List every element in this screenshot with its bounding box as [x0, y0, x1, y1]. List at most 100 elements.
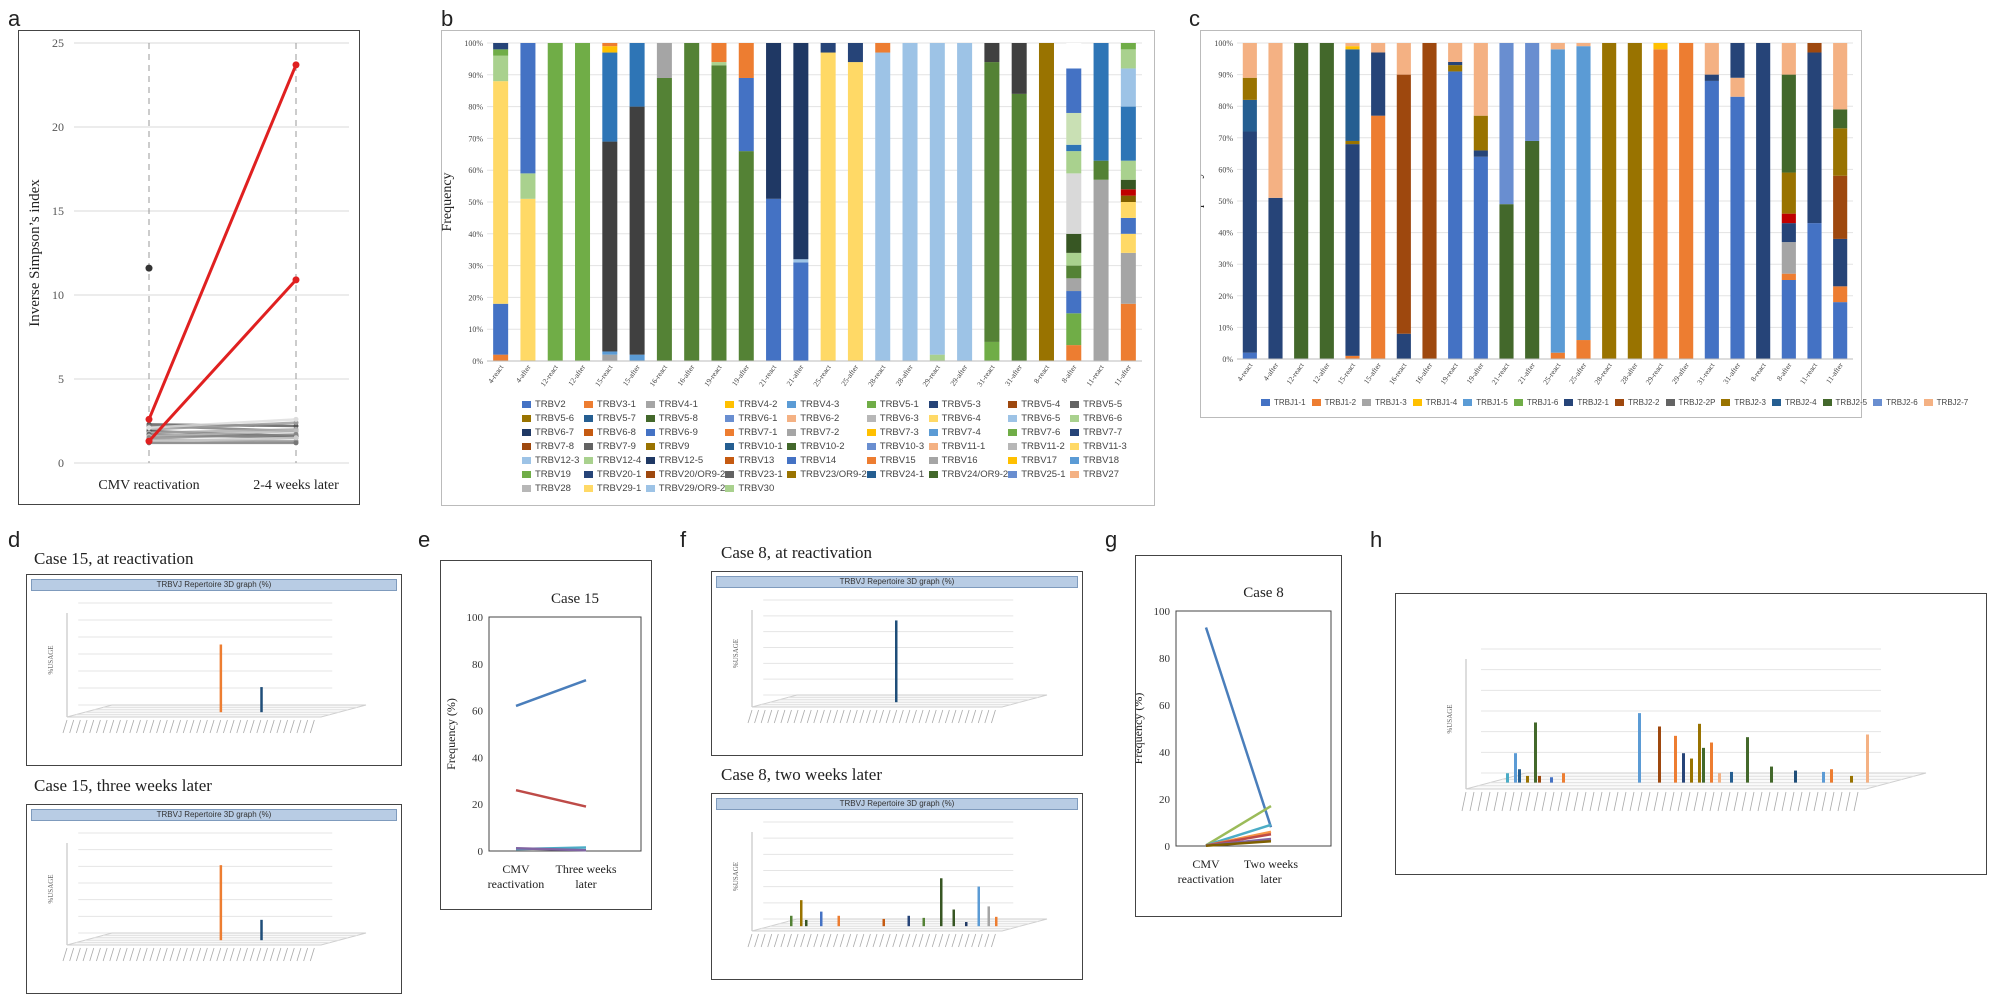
svg-g-ytick-label: 80 — [1159, 653, 1171, 665]
legend-label: TRBV2 — [535, 398, 566, 410]
svg-b-bar-segment — [766, 43, 782, 199]
a-series-line — [147, 64, 298, 420]
rep3d-xtick — [283, 719, 288, 734]
svg-b-bar-segment — [984, 43, 1000, 63]
svg-c-bar-segment — [1781, 280, 1796, 359]
rep3d-spike — [1822, 771, 1825, 783]
svg-b-bar-segment — [1066, 173, 1082, 234]
svg-c-bar-segment — [1653, 43, 1668, 50]
panel-b-frame: 0% 10% 20% 30% 40% 50% 60% 70% 80% 90% 100% Frequen… — [440, 30, 1155, 506]
svg-e-xtick-label: CMV reactivation — [488, 862, 545, 891]
svg-b-bar-segment — [575, 43, 591, 361]
rep3d-xtick — [229, 719, 235, 734]
rep3d-xtick — [819, 709, 825, 724]
rep3d-xtick — [1821, 791, 1827, 812]
rep3d-xtick — [243, 719, 248, 734]
rep3d-zlabel: %USAGE — [47, 645, 55, 674]
rep3d-spike — [1638, 713, 1641, 783]
rep3d-xtick — [800, 933, 806, 948]
svg-b-bar-segment — [902, 43, 918, 361]
svg-b-xtick-label: 19-react — [702, 362, 724, 388]
legend-swatch — [725, 414, 735, 422]
svg-g-xtick-label: Two weeks later — [1244, 857, 1298, 886]
legend-label: TRBV19 — [535, 468, 571, 480]
panel-d-top-frame: TRBVJ Repertoire 3D graph (%) %USAGE — [26, 574, 402, 766]
legend-label: TRBV24-1 — [879, 468, 925, 480]
svg-c-ylabel: Frequency — [1201, 171, 1205, 230]
svg-g-series-line — [1204, 627, 1273, 828]
rep3d-spike — [800, 900, 803, 927]
rep3d-xtick — [75, 719, 81, 734]
a-series-point — [293, 435, 299, 441]
legend-swatch — [583, 400, 593, 408]
legend-swatch — [1008, 442, 1018, 450]
legend-label: TRBV3-1 — [596, 398, 636, 410]
panel-f-title-top: Case 8, at reactivation — [721, 543, 873, 562]
svg-c-bar-segment — [1448, 43, 1463, 62]
rep3d-spike — [1830, 769, 1833, 783]
rep3d-xtick — [991, 709, 996, 724]
rep3d-spike — [882, 918, 885, 927]
legend-item: TRBV4-3 — [787, 397, 867, 411]
panel-c-frame: 0% 10% 20% 30% 40% 50% 60% 70% 80% 90% 100% Frequen… — [1190, 30, 1968, 418]
legend-label: TRBV30 — [738, 482, 775, 494]
a-series-point — [146, 425, 152, 431]
svg-c-bar-segment — [1345, 140, 1360, 145]
svg-c-bar-segment — [1833, 128, 1848, 176]
svg-b-bar-segment — [875, 52, 891, 361]
svg-b-bar-segment — [929, 43, 945, 355]
rep3d-spike — [1710, 742, 1713, 783]
svg-c-bar-segment — [1781, 43, 1796, 75]
legend-label: TRBV29/OR9-2 — [658, 482, 726, 494]
legend-swatch — [1822, 398, 1832, 406]
a-series-line — [148, 421, 297, 431]
rep3d-xtick — [951, 933, 957, 948]
legend-item: TRBV3-1 — [583, 397, 646, 411]
svg-g-plot-box — [1175, 610, 1332, 847]
rep3d-xtick — [1805, 791, 1811, 812]
svg-b-bar-segment — [1011, 93, 1027, 361]
svg-b-bar-segment — [793, 43, 809, 260]
rep3d-zlabel: %USAGE — [732, 639, 740, 668]
legend-item: TRBV6-5 — [1008, 411, 1070, 425]
rep3d-xtick — [1461, 791, 1467, 812]
svg-e-xtick-label: Three weeks later — [556, 862, 617, 891]
rep3d-spike — [820, 911, 823, 927]
panel-g-frame: Case 8 0 20 40 60 80 100 Frequency (%) CMV reacti… — [1131, 555, 1342, 917]
a-ytick-label: 25 — [52, 36, 64, 50]
rep3d-xtick — [156, 719, 161, 734]
rep3d-xtick — [1741, 791, 1747, 812]
legend-swatch — [1923, 398, 1933, 406]
svg-g-series-line — [1205, 823, 1272, 847]
legend-label: TRBV7-6 — [1021, 426, 1061, 438]
legend-label: TRBV11-1 — [941, 440, 986, 452]
svg-c-bar-segment — [1781, 242, 1796, 274]
svg-e-series-line — [515, 679, 587, 708]
svg-b-bar-segment — [1093, 43, 1109, 161]
rep3d-xtick — [813, 709, 819, 724]
svg-b-bar-segment — [656, 77, 672, 362]
svg-e-series-line — [515, 846, 587, 852]
rep3d-xtick — [984, 933, 990, 948]
panel-letter-a: a — [8, 6, 21, 31]
rep3d-xtick — [102, 947, 108, 962]
legend-label: TRBV9 — [658, 440, 690, 452]
rep3d-xtick — [1773, 791, 1779, 812]
legend-item: TRBV16 — [928, 453, 1009, 467]
svg-b-xtick-label: 19-after — [730, 363, 751, 388]
legend-swatch — [787, 428, 797, 436]
legend-swatch — [866, 470, 876, 478]
rep3d-spike — [1730, 771, 1733, 783]
rep3d-zlabel: %USAGE — [732, 862, 740, 891]
svg-g-ylabel: Frequency (%) — [1136, 693, 1145, 765]
svg-b-bar-segment — [493, 55, 509, 82]
svg-c-bar-segment — [1396, 74, 1411, 334]
rep3d-xtick — [1605, 791, 1611, 812]
legend-swatch — [583, 456, 593, 464]
svg-b-bar-segment — [793, 259, 809, 263]
svg-c-bar-segment — [1422, 43, 1437, 359]
rep3d-xtick — [944, 709, 950, 724]
legend-label: TRBV6-7 — [535, 426, 575, 438]
svg-c-ytick-label: 20% — [1218, 292, 1233, 301]
svg-c-bar-segment — [1448, 65, 1463, 72]
